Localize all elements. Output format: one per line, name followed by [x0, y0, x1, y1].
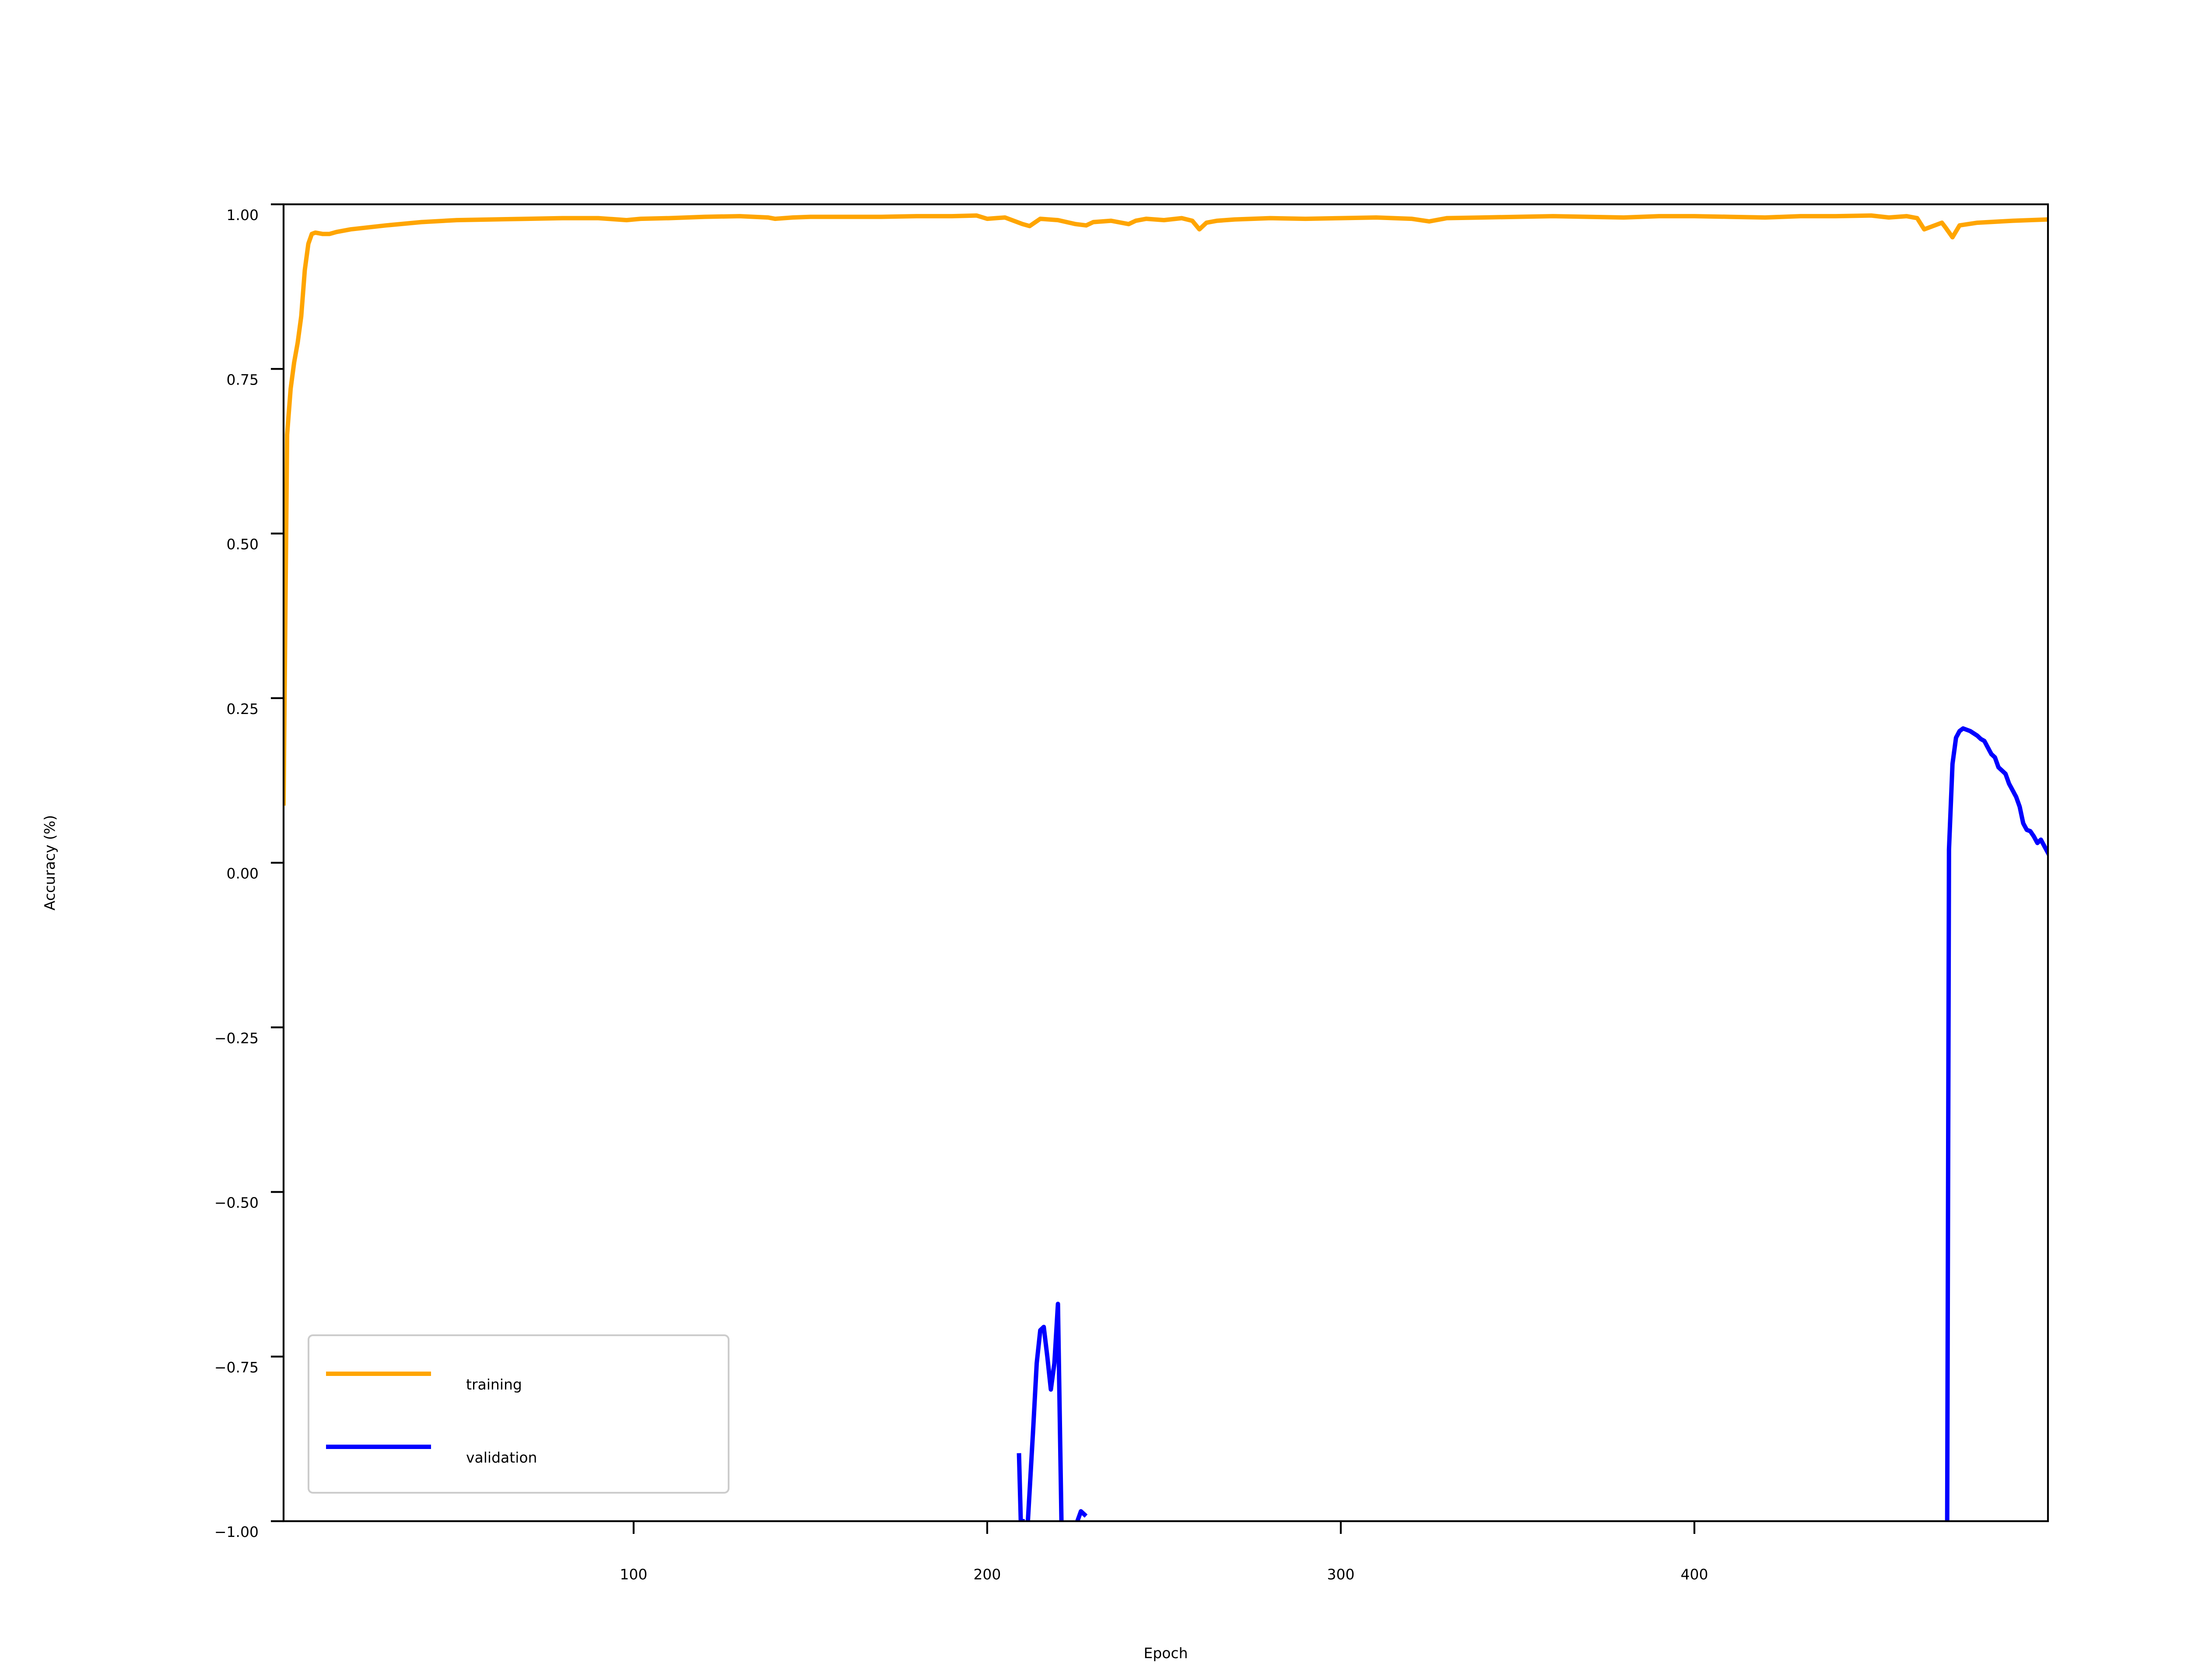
y-tick-label: 0.00: [227, 865, 259, 882]
x-tick-label: 400: [1680, 1566, 1708, 1583]
y-tick-label: 1.00: [227, 206, 259, 224]
x-axis-title: Epoch: [1143, 1645, 1188, 1662]
x-tick-label: 100: [620, 1566, 647, 1583]
series-validation-segment-2: [1075, 1509, 1088, 1521]
series-validation-segment-3: [1945, 726, 2048, 1521]
ticks-layer: 100 200 300 400 −1.00 −0.75 −0.50 −0.25 0.00 0.25…: [214, 203, 1708, 1583]
legend-label-training: training: [466, 1376, 522, 1393]
series-validation-segment-0: [1017, 1453, 1025, 1521]
y-tick-label: −1.00: [214, 1523, 259, 1540]
y-tick-label: 0.75: [227, 371, 259, 388]
y-tick-label: 0.25: [227, 700, 259, 718]
series-layer: [284, 213, 2048, 1521]
x-tick-label: 300: [1327, 1566, 1354, 1583]
y-tick-label: −0.50: [214, 1194, 259, 1211]
x-tick-label: 200: [973, 1566, 1001, 1583]
y-tick-label: −0.25: [214, 1029, 259, 1046]
y-axis-title: Accuracy (%): [41, 815, 58, 910]
series-validation-segment-1: [1025, 1302, 1064, 1521]
series-training-line: [284, 213, 2048, 806]
legend-box: [308, 1334, 729, 1494]
legend-label-validation: validation: [466, 1449, 537, 1466]
legend: training validation: [308, 1334, 729, 1494]
y-tick-label: −0.75: [214, 1359, 259, 1376]
y-tick-label: 0.50: [227, 536, 259, 553]
